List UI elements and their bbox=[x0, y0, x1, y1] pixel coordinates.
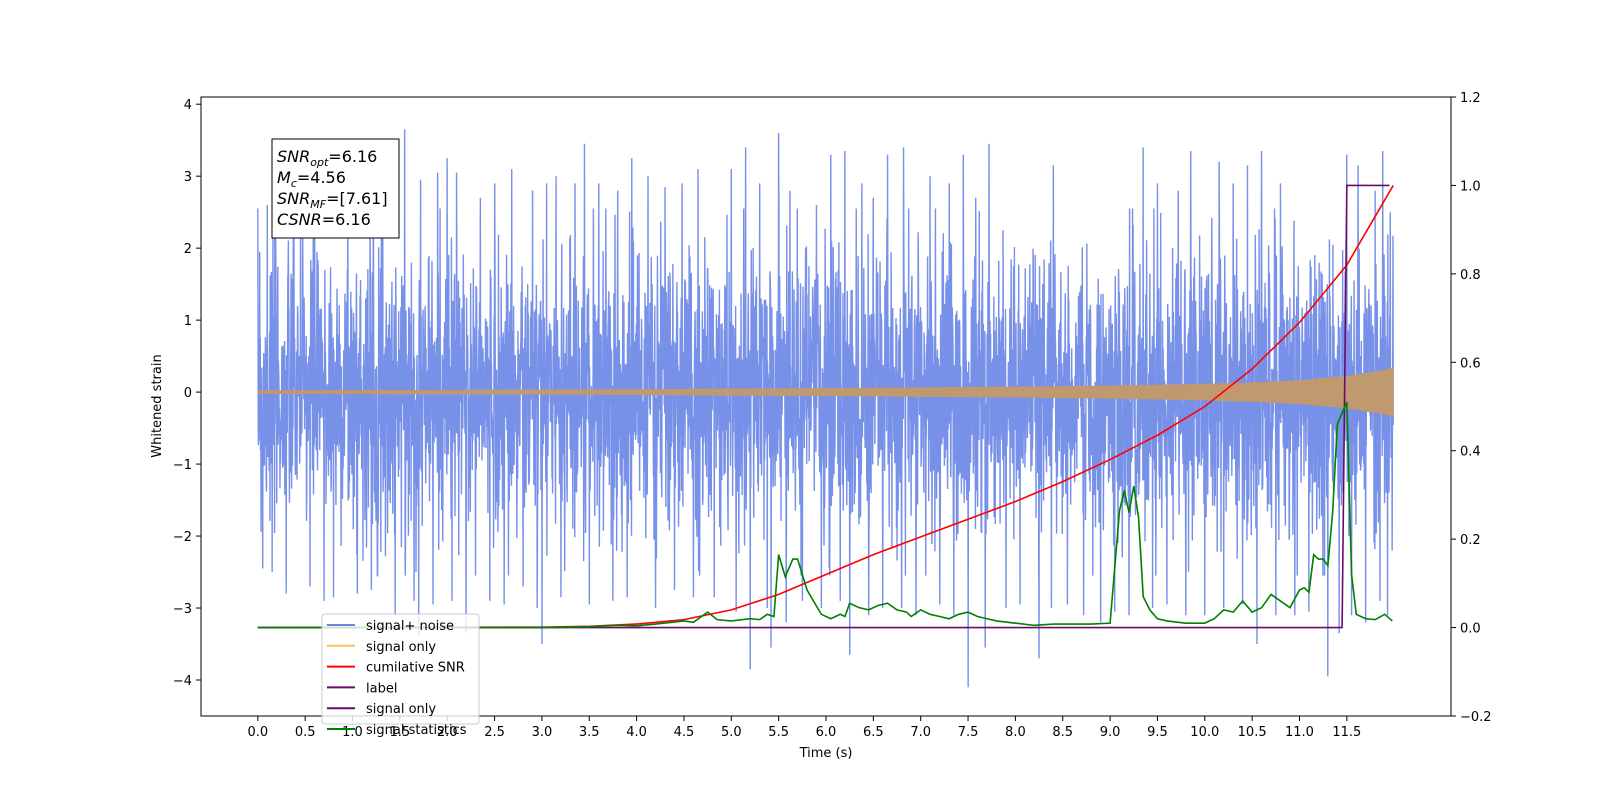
legend-label: signal statistics bbox=[366, 723, 467, 738]
y-tick-label: 0 bbox=[184, 386, 192, 401]
x-tick-label: 0.5 bbox=[295, 725, 316, 740]
legend-label: cumilative SNR bbox=[366, 661, 465, 676]
x-tick-label: 6.5 bbox=[863, 725, 884, 740]
x-tick-label: 4.0 bbox=[626, 725, 647, 740]
annotation-line: CSNR=6.16 bbox=[277, 210, 371, 229]
x-tick-label: 5.5 bbox=[768, 725, 789, 740]
annotation-value: =6.16 bbox=[322, 210, 371, 229]
y-tick-label: −3 bbox=[173, 602, 192, 617]
annotation-value: =4.56 bbox=[297, 168, 346, 187]
y2-tick-label: 0.0 bbox=[1460, 622, 1481, 637]
legend: signal+ noise signal only cumilative SNR la… bbox=[322, 614, 479, 738]
y2-tick-label: 0.6 bbox=[1460, 356, 1481, 371]
y2-tick-label: −0.2 bbox=[1460, 710, 1492, 725]
legend-label: signal only bbox=[366, 640, 436, 655]
y-tick-label: 4 bbox=[184, 98, 192, 113]
x-tick-label: 3.5 bbox=[579, 725, 600, 740]
x-tick-label: 10.5 bbox=[1238, 725, 1267, 740]
x-axis-label: Time (s) bbox=[799, 746, 853, 761]
y2-tick-label: 0.8 bbox=[1460, 268, 1481, 283]
x-tick-label: 9.0 bbox=[1100, 725, 1121, 740]
y2-tick-label: 1.0 bbox=[1460, 179, 1481, 194]
annotation-var: SNR bbox=[277, 189, 310, 208]
y-tick-label: −2 bbox=[173, 530, 192, 545]
annotation-value: =[7.61] bbox=[326, 189, 388, 208]
x-tick-label: 2.5 bbox=[484, 725, 505, 740]
x-tick-label: 1.0 bbox=[342, 725, 363, 740]
y-tick-label: −1 bbox=[173, 458, 192, 473]
x-tick-label: 11.0 bbox=[1285, 725, 1314, 740]
x-tick-label: 10.0 bbox=[1190, 725, 1219, 740]
annotation-line: Mc=4.56 bbox=[277, 168, 346, 190]
annotation-line: SNRMF=[7.61] bbox=[277, 189, 388, 211]
x-tick-label: 9.5 bbox=[1147, 725, 1168, 740]
annotation-var: M bbox=[277, 168, 291, 187]
annotation-value: =6.16 bbox=[328, 147, 377, 166]
x-tick-label: 7.0 bbox=[910, 725, 931, 740]
y2-tick-label: 0.4 bbox=[1460, 445, 1481, 460]
x-tick-label: 7.5 bbox=[958, 725, 979, 740]
y-tick-label: 2 bbox=[184, 242, 192, 257]
x-tick-label: 5.0 bbox=[721, 725, 742, 740]
y2-tick-label: 0.2 bbox=[1460, 533, 1481, 548]
legend-label: signal+ noise bbox=[366, 619, 454, 634]
annotation-var: SNR bbox=[277, 147, 310, 166]
x-tick-label: 3.0 bbox=[532, 725, 553, 740]
y2-tick-label: 1.2 bbox=[1460, 91, 1481, 106]
y-axis-label: Whitened strain bbox=[150, 354, 165, 457]
x-tick-label: 6.0 bbox=[816, 725, 837, 740]
y-tick-label: 3 bbox=[184, 170, 192, 185]
legend-label: signal only bbox=[366, 702, 436, 717]
x-tick-label: 11.5 bbox=[1332, 725, 1361, 740]
annotation-var: CSNR bbox=[277, 210, 322, 229]
x-tick-label: 8.5 bbox=[1052, 725, 1073, 740]
legend-label: label bbox=[366, 681, 397, 696]
x-tick-label: 0.0 bbox=[247, 725, 268, 740]
y-tick-label: 1 bbox=[184, 314, 192, 329]
x-tick-label: 8.0 bbox=[1005, 725, 1026, 740]
y-tick-label: −4 bbox=[173, 674, 192, 689]
x-tick-label: 4.5 bbox=[674, 725, 695, 740]
